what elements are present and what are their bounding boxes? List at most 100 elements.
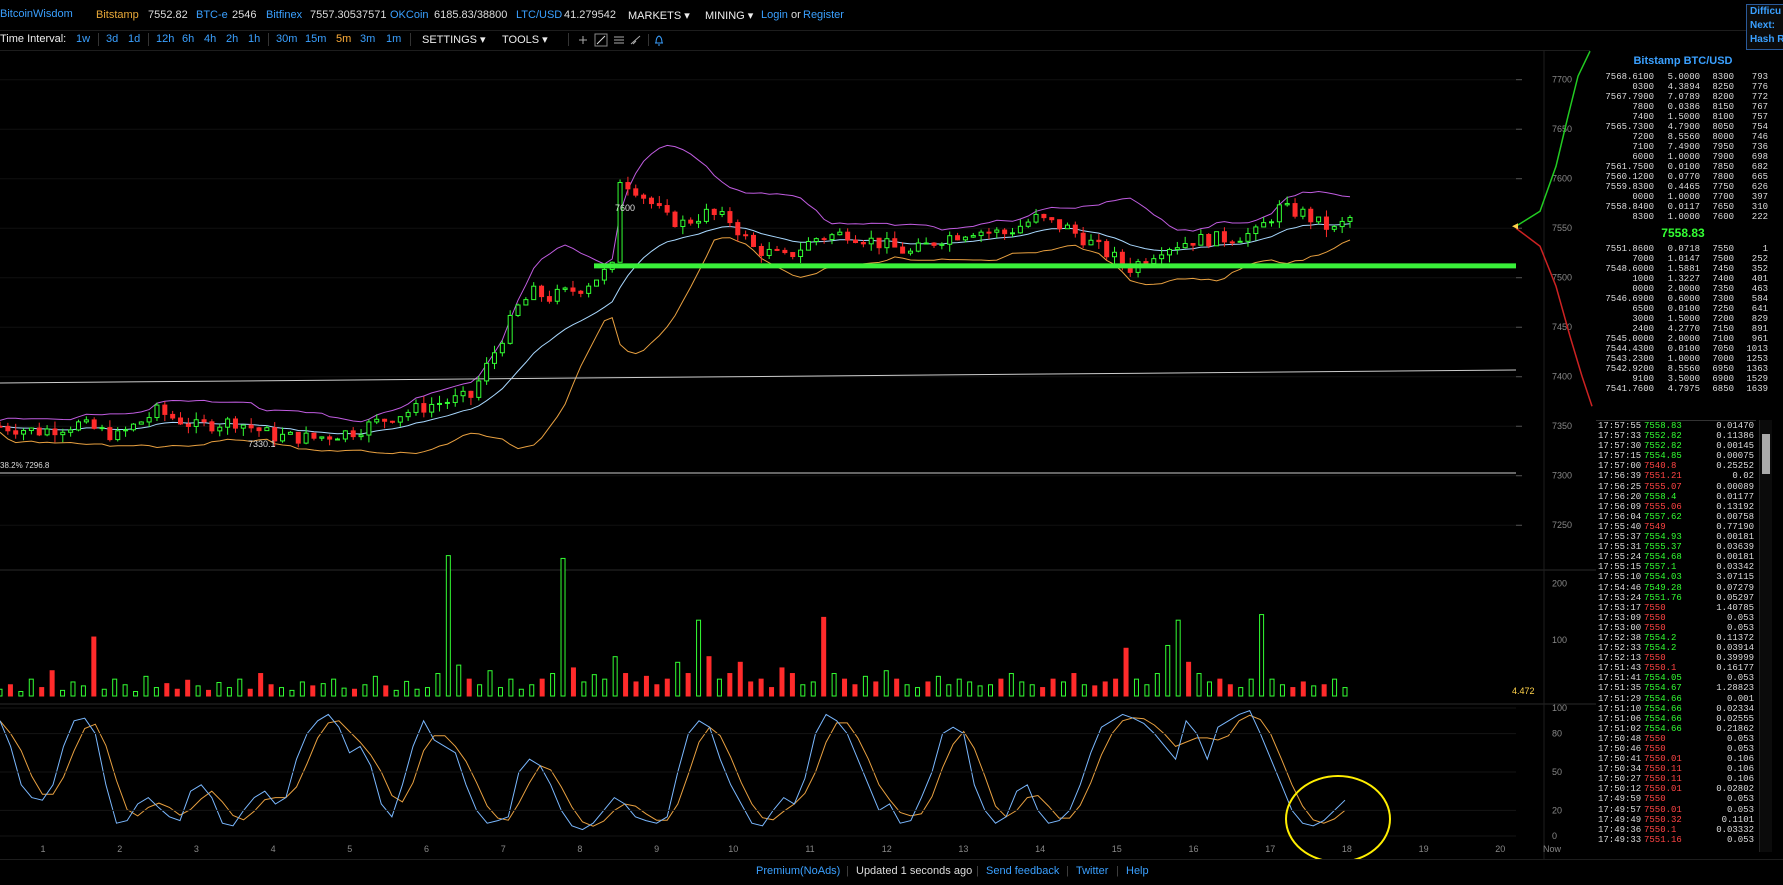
volume-bar: [570, 667, 576, 697]
oscillator-tick-label: 80: [1552, 729, 1562, 739]
orderbook-row[interactable]: 2400 4.2770 7150 891: [1596, 324, 1770, 334]
trade-amount: 0.02: [1732, 471, 1754, 482]
interval-1m[interactable]: 1m: [386, 33, 402, 45]
register-link[interactable]: Register: [803, 9, 844, 21]
trade-time: 17:52:13: [1598, 653, 1642, 664]
orderbook-row[interactable]: 6000 1.0000 7900 698: [1596, 152, 1770, 162]
orderbook-row[interactable]: 7545.0000 2.0000 7100 961: [1596, 334, 1770, 344]
difficulty-panel[interactable]: Difficu Next: Hash R: [1746, 4, 1783, 50]
orderbook-row[interactable]: 0000 1.0000 7700 397: [1596, 192, 1770, 202]
ticker-ltcusd-name[interactable]: LTC/USD: [516, 9, 563, 21]
markets-menu[interactable]: MARKETS ▾: [628, 10, 690, 22]
orderbook-row[interactable]: 6500 0.0100 7250 641: [1596, 304, 1770, 314]
orderbook-row[interactable]: 7800 0.0386 8150 767: [1596, 102, 1770, 112]
trade-time: 17:57:55: [1598, 421, 1642, 431]
price-axis: 7700 7650 7600 7550 7500 7450 7400 7350 7300 7250: [1516, 75, 1572, 530]
candle-body: [955, 235, 961, 241]
trade-history[interactable]: 17:57:55 7558.83 0.01470 17:57:33 7552.82 0.1…: [1596, 420, 1756, 853]
orderbook-row[interactable]: 7567.7900 7.0789 8200 772: [1596, 92, 1770, 102]
candle-body: [1284, 203, 1290, 206]
premium-link[interactable]: Premium(NoAds): [756, 865, 841, 877]
candle-body: [1347, 216, 1353, 222]
orderbook-row[interactable]: 7546.6900 0.6000 7300 584: [1596, 294, 1770, 304]
twitter-link[interactable]: Twitter: [1076, 865, 1109, 877]
orderbook-row[interactable]: 7568.6100 5.0000 8300 793: [1596, 72, 1770, 82]
interval-3d[interactable]: 3d: [106, 33, 119, 45]
orderbook-row[interactable]: 7558.8400 0.0117 7650 310: [1596, 202, 1770, 212]
brush-icon[interactable]: [630, 35, 641, 45]
high-annotation: 7600: [615, 203, 635, 213]
ticker-bitfinex-name[interactable]: Bitfinex: [266, 9, 303, 21]
ticker-okcoin-name[interactable]: OKCoin: [390, 9, 429, 21]
orderbook-row[interactable]: 7200 8.5560 8000 746: [1596, 132, 1770, 142]
tools-menu[interactable]: TOOLS ▾: [502, 34, 548, 46]
trade-time: 17:50:34: [1598, 764, 1642, 775]
trade-amount: 0.00145: [1716, 441, 1754, 452]
price-chart[interactable]: 7600 7330.1 38.2% 7296.8 770076507600755…: [0, 50, 1596, 859]
orderbook-row[interactable]: 7543.2300 1.0000 7000 1253: [1596, 354, 1770, 364]
updated-status: Updated 1 seconds ago: [856, 865, 973, 877]
orderbook-row[interactable]: 0000 2.0000 7350 463: [1596, 284, 1770, 294]
sum-cell: 754: [1751, 122, 1768, 132]
orderbook-row[interactable]: 7000 1.0147 7500 252: [1596, 254, 1770, 264]
interval-3m[interactable]: 3m: [360, 33, 376, 45]
orderbook-row[interactable]: 1000 1.3227 7400 401: [1596, 274, 1770, 284]
scrollbar-thumb[interactable]: [1762, 434, 1770, 474]
level-cell: 7150: [1712, 324, 1734, 334]
sum-cell: 757: [1751, 112, 1768, 122]
trade-amount: 0.053: [1726, 804, 1754, 815]
candle-body: [688, 219, 694, 224]
interval-1w[interactable]: 1w: [76, 33, 91, 45]
volume-bar: [1081, 684, 1087, 697]
hlines-icon[interactable]: [614, 36, 624, 44]
moving-average: [0, 223, 1351, 435]
interval-12h[interactable]: 12h: [156, 33, 175, 45]
orderbook-row[interactable]: 7560.1200 0.0770 7800 665: [1596, 172, 1770, 182]
trade-scrollbar[interactable]: [1759, 420, 1772, 852]
candle-body: [648, 197, 654, 205]
orderbook-row[interactable]: 7541.7600 4.7975 6850 1639: [1596, 384, 1770, 394]
volume-bar: [873, 681, 879, 697]
candle-body: [256, 427, 262, 432]
bell-icon[interactable]: [655, 35, 663, 46]
help-link[interactable]: Help: [1126, 865, 1149, 877]
candle-body: [719, 211, 725, 215]
orderbook-row[interactable]: 9100 3.5000 6900 1529: [1596, 374, 1770, 384]
candle-body: [523, 299, 529, 306]
interval-1h[interactable]: 1h: [248, 33, 261, 45]
sum-cell: 1: [1762, 244, 1768, 254]
brand-logo[interactable]: BitcoinWisdom: [0, 8, 73, 20]
orderbook-title[interactable]: Bitstamp BTC/USD: [1633, 55, 1733, 67]
orderbook-row[interactable]: 0300 4.3894 8250 776: [1596, 82, 1770, 92]
orderbook-row[interactable]: 7100 7.4900 7950 736: [1596, 142, 1770, 152]
orderbook-row[interactable]: 7548.6000 1.5881 7450 352: [1596, 264, 1770, 274]
login-link[interactable]: Login: [761, 9, 788, 21]
volume-bar: [967, 681, 973, 697]
orderbook-row[interactable]: 7542.9200 8.5560 6950 1363: [1596, 364, 1770, 374]
feedback-link[interactable]: Send feedback: [986, 865, 1060, 877]
mining-menu[interactable]: MINING ▾: [705, 10, 754, 22]
orderbook-row[interactable]: 7561.7500 0.0100 7850 682: [1596, 162, 1770, 172]
line-icon[interactable]: [594, 33, 608, 47]
ticker-btce-name[interactable]: BTC-e: [196, 9, 228, 21]
plus-icon[interactable]: [579, 36, 587, 44]
interval-4h[interactable]: 4h: [204, 33, 217, 45]
level-cell: 7850: [1712, 162, 1734, 172]
interval-6h[interactable]: 6h: [182, 33, 195, 45]
orderbook-row[interactable]: 7400 1.5000 8100 757: [1596, 112, 1770, 122]
orderbook-row[interactable]: 7544.4300 0.0100 7050 1013: [1596, 344, 1770, 354]
orderbook-row[interactable]: 8300 1.0000 7600 222: [1596, 212, 1770, 222]
settings-menu[interactable]: SETTINGS ▾: [422, 34, 486, 46]
orderbook-row[interactable]: 7565.7300 4.7900 8050 754: [1596, 122, 1770, 132]
trade-amount: 0.11372: [1716, 632, 1754, 643]
interval-2h[interactable]: 2h: [226, 33, 239, 45]
ticker-bitstamp-name[interactable]: Bitstamp: [96, 9, 139, 21]
interval-15m[interactable]: 15m: [305, 33, 327, 45]
interval-30m[interactable]: 30m: [276, 33, 298, 45]
orderbook-row[interactable]: 7559.8300 0.4465 7750 626: [1596, 182, 1770, 192]
orderbook-row[interactable]: 7551.8600 0.0718 7550 1: [1596, 244, 1770, 254]
interval-1d[interactable]: 1d: [128, 33, 141, 45]
interval-5m[interactable]: 5m: [336, 33, 352, 45]
orderbook-row[interactable]: 3000 1.5000 7200 829: [1596, 314, 1770, 324]
trend-line[interactable]: [0, 369, 1517, 384]
